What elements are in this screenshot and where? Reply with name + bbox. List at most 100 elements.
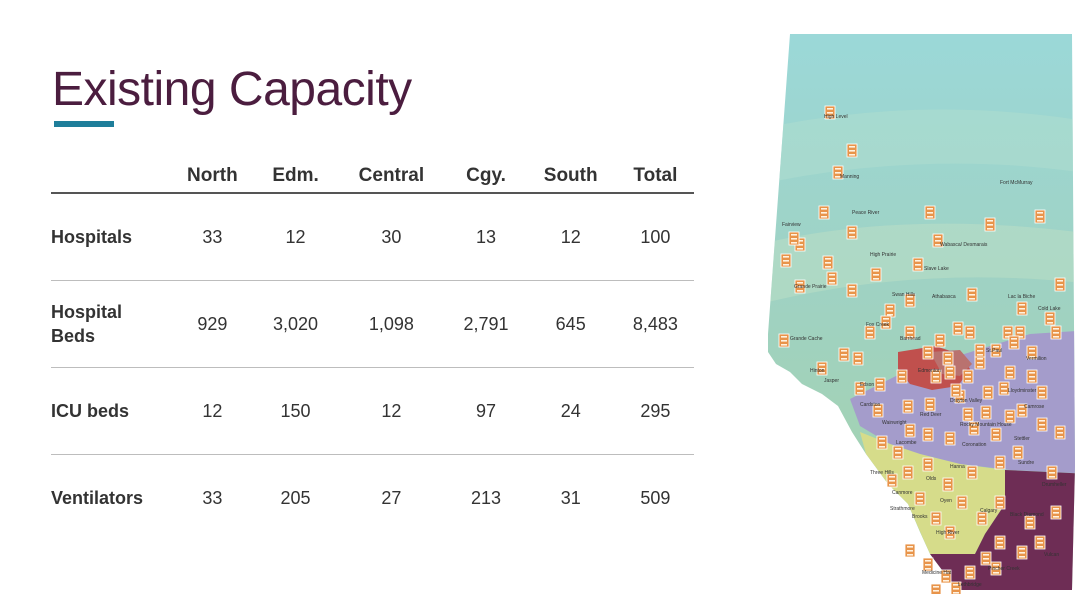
town-label: Jasper	[824, 378, 839, 384]
hospital-building-icon	[922, 345, 934, 360]
town-label: Rocky Mountain House	[960, 422, 1012, 428]
table-cell: 12	[255, 193, 336, 281]
hospital-building-icon	[930, 583, 942, 594]
hospital-building-icon	[974, 343, 986, 358]
table-cell-total: 509	[640, 487, 671, 508]
hospital-building-icon	[990, 343, 1002, 358]
hospital-building-icon	[922, 427, 934, 442]
hospital-building-icon	[942, 351, 954, 366]
table-cell-total: 8,483	[616, 280, 694, 368]
town-label: Fairview	[782, 222, 801, 228]
town-label: Sundre	[1018, 460, 1034, 466]
north-zone-band	[768, 223, 1075, 304]
hospital-building-icon	[966, 465, 978, 480]
town-label: High Level	[824, 114, 848, 120]
row-label-hospital-beds: Hospital Beds	[51, 280, 169, 368]
town-label: Vermilion	[1026, 356, 1047, 362]
town-label: Wainwright	[882, 420, 907, 426]
town-label: Drayton Valley	[950, 398, 983, 404]
column-header-calgary: Cgy.	[447, 160, 525, 194]
hospital-building-icon	[846, 283, 858, 298]
hospital-building-icon	[872, 403, 884, 418]
column-header-total: Total	[616, 160, 694, 194]
hospital-building-icon	[964, 325, 976, 340]
column-header-central: Central	[335, 160, 448, 194]
hospital-building-icon	[788, 231, 800, 246]
hospital-building-icon	[854, 381, 866, 396]
table-row-hospitals: Hospitals 33 12 30 13 12 100	[51, 193, 694, 281]
hospital-building-icon	[884, 303, 896, 318]
town-label: Lethbridge	[958, 582, 982, 588]
hospital-building-icon	[994, 495, 1006, 510]
table-cell: 150	[255, 367, 336, 455]
hospital-building-icon	[952, 321, 964, 336]
hospital-building-icon	[896, 369, 908, 384]
hospital-building-icon	[1054, 277, 1066, 292]
hospital-building-icon	[912, 257, 924, 272]
hospital-building-icon	[880, 315, 892, 330]
table-cell: 30	[335, 193, 448, 281]
row-label-hospital-beds-text: Hospital Beds	[51, 302, 123, 346]
town-label: Canmore	[892, 490, 913, 496]
hospital-building-icon	[864, 325, 876, 340]
table-cell: 12	[335, 367, 448, 455]
north-zone-band	[768, 109, 1075, 184]
table-cell-total: 100	[616, 193, 694, 281]
town-label: Black Diamond	[1010, 512, 1044, 518]
hospital-building-icon	[922, 557, 934, 572]
town-label: Camrose	[1024, 404, 1045, 410]
town-label: Hanna	[950, 464, 965, 470]
hospital-building-icon	[962, 407, 974, 422]
town-label: Grande Cache	[790, 336, 823, 342]
hospital-building-icon	[876, 435, 888, 450]
town-label: Barrhead	[900, 336, 921, 342]
hospital-building-icon	[968, 421, 980, 436]
town-label: Coronation	[962, 442, 987, 448]
table-corner-cell	[51, 160, 169, 194]
town-label: Calgary	[980, 508, 998, 514]
hospital-building-icon	[998, 381, 1010, 396]
hospital-building-icon	[826, 271, 838, 286]
table-cell: 929	[169, 280, 256, 368]
table-cell: 1,098	[335, 280, 448, 368]
town-label: Olds	[926, 476, 937, 482]
hospital-building-icon	[984, 217, 996, 232]
hospital-building-icon	[1050, 325, 1062, 340]
hospital-building-icon	[964, 565, 976, 580]
column-header-edmonton: Edm.	[255, 160, 336, 194]
hospital-building-icon	[818, 205, 830, 220]
central-zone	[850, 330, 1075, 474]
hospital-building-icon	[934, 333, 946, 348]
hospital-building-icon	[980, 405, 992, 420]
hospital-building-icon	[1024, 515, 1036, 530]
town-label: Pincher Creek	[988, 566, 1020, 572]
alberta-zone-map: High Level Fort McMurray Manning Peace Rive…	[768, 34, 1075, 594]
hospital-building-icon	[822, 255, 834, 270]
town-label: Grande Prairie	[794, 284, 827, 290]
hospital-building-icon	[1034, 209, 1046, 224]
hospital-building-icon	[944, 365, 956, 380]
table-row-hospital-beds: Hospital Beds 929 3,020 1,098 2,791 645 …	[51, 280, 694, 368]
hospital-building-icon	[966, 287, 978, 302]
hospital-building-icon	[922, 457, 934, 472]
hospital-building-icon	[1012, 445, 1024, 460]
hospital-building-icon	[930, 511, 942, 526]
hospital-building-icon	[980, 551, 992, 566]
town-label: Swan Hills	[892, 292, 916, 298]
hospital-building-icon	[942, 477, 954, 492]
town-label: Red Deer	[920, 412, 942, 418]
hospital-building-icon	[990, 427, 1002, 442]
hospital-markers	[778, 105, 1066, 594]
table-cell: 33	[169, 193, 256, 281]
hospital-building-icon	[794, 279, 806, 294]
hospital-building-icon	[846, 225, 858, 240]
town-label: Oyen	[940, 498, 952, 504]
hospital-building-icon	[950, 383, 962, 398]
town-label: Vulcan	[1044, 552, 1059, 558]
table-header-row: North Edm. Central Cgy. South Total	[51, 160, 694, 194]
row-label-hospitals: Hospitals	[51, 193, 169, 281]
hospital-building-icon	[1036, 385, 1048, 400]
table-cell: 97	[447, 367, 525, 455]
table-cell-total: 295	[616, 367, 694, 455]
hospital-building-icon	[994, 455, 1006, 470]
